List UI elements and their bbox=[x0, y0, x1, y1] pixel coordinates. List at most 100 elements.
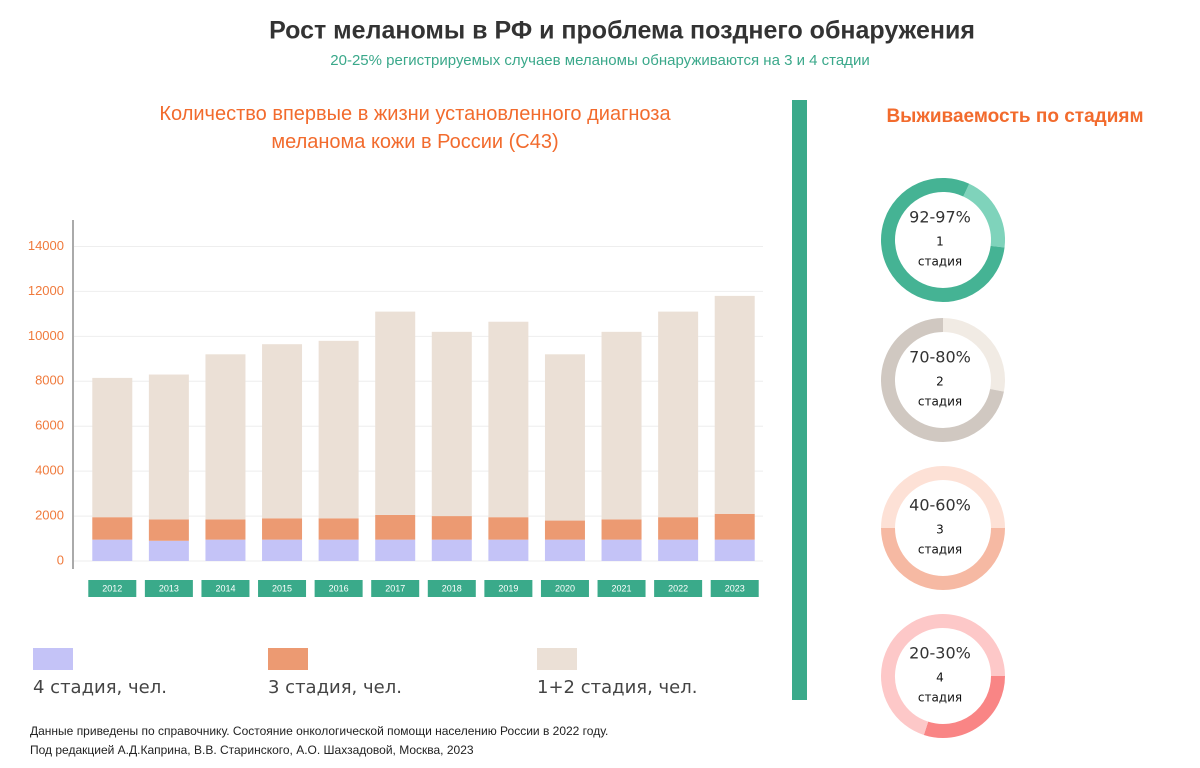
page-title: Рост меланомы в РФ и проблема позднего о… bbox=[269, 17, 975, 45]
bar-segment bbox=[375, 539, 416, 561]
y-tick-label: 6000 bbox=[35, 418, 64, 433]
bar-segment bbox=[488, 321, 529, 518]
category-box bbox=[710, 580, 759, 597]
bar-segment bbox=[658, 517, 699, 540]
bar-segment bbox=[601, 539, 642, 561]
footnote: Под редакцией А.Д.Каприна, В.В. Старинск… bbox=[30, 743, 474, 757]
donut-segment bbox=[963, 183, 1005, 248]
bar-segment bbox=[601, 331, 642, 520]
category-box bbox=[597, 580, 646, 597]
bar-segment bbox=[375, 514, 416, 540]
x-tick-label: 2018 bbox=[442, 583, 462, 593]
bar-segment bbox=[601, 519, 642, 540]
x-tick-label: 2022 bbox=[668, 583, 688, 593]
bar-segment bbox=[658, 311, 699, 518]
donut-label: 70-80% bbox=[909, 348, 971, 367]
bar-segment bbox=[92, 517, 133, 540]
x-tick-label: 2021 bbox=[612, 583, 632, 593]
bar-segment bbox=[488, 517, 529, 540]
category-box bbox=[201, 580, 250, 597]
donut-segment bbox=[881, 466, 1005, 529]
bar-segment bbox=[262, 344, 303, 519]
bar-segment bbox=[148, 374, 189, 520]
donut-stage-word: стадия bbox=[918, 395, 962, 409]
bar-segment bbox=[92, 539, 133, 561]
donut-segment bbox=[881, 318, 1004, 442]
donut-segment bbox=[942, 318, 1005, 392]
donut-stage: 2 bbox=[936, 375, 944, 389]
donut-segment bbox=[923, 675, 1005, 738]
category-box bbox=[88, 580, 137, 597]
y-tick-label: 8000 bbox=[35, 373, 64, 388]
survival-title: Выживаемость по стадиям bbox=[886, 106, 1143, 127]
bar-segment bbox=[148, 540, 189, 561]
bar-segment bbox=[205, 354, 246, 520]
bar-segment bbox=[148, 519, 189, 541]
bar-segment bbox=[205, 539, 246, 561]
bar-segment bbox=[431, 331, 472, 517]
bar-segment bbox=[375, 311, 416, 515]
bar-segment bbox=[318, 340, 359, 519]
x-tick-label: 2016 bbox=[329, 583, 349, 593]
bar-segment bbox=[318, 518, 359, 540]
page-subtitle: 20-25% регистрируемых случаев меланомы о… bbox=[330, 52, 869, 69]
bar-segment bbox=[262, 518, 303, 540]
donut-segment bbox=[881, 614, 1005, 735]
divider bbox=[792, 100, 807, 700]
x-tick-label: 2015 bbox=[272, 583, 292, 593]
legend-swatch bbox=[268, 648, 308, 670]
donut-stage: 1 bbox=[936, 235, 944, 249]
donut-label: 40-60% bbox=[909, 496, 971, 515]
donut-stage: 4 bbox=[936, 671, 944, 685]
donut-label: 20-30% bbox=[909, 644, 971, 663]
x-tick-label: 2020 bbox=[555, 583, 575, 593]
donut-segment bbox=[881, 527, 1005, 590]
donut-stage: 3 bbox=[936, 523, 944, 537]
bar-segment bbox=[544, 354, 585, 521]
bar-segment bbox=[262, 539, 303, 561]
chart-title: Количество впервые в жизни установленног… bbox=[159, 103, 671, 153]
legend-label: 4 стадия, чел. bbox=[33, 677, 167, 698]
y-tick-label: 12000 bbox=[28, 283, 64, 298]
x-tick-label: 2013 bbox=[159, 583, 179, 593]
category-box bbox=[654, 580, 703, 597]
y-tick-label: 10000 bbox=[28, 328, 64, 343]
category-box bbox=[540, 580, 589, 597]
category-box bbox=[258, 580, 307, 597]
y-tick-label: 4000 bbox=[35, 463, 64, 478]
bar-segment bbox=[714, 539, 755, 561]
y-tick-label: 0 bbox=[57, 552, 64, 567]
bar-segment bbox=[92, 377, 133, 518]
bar-segment bbox=[205, 519, 246, 540]
donut-stage-word: стадия bbox=[918, 255, 962, 269]
x-tick-label: 2017 bbox=[385, 583, 405, 593]
bar-segment bbox=[318, 539, 359, 561]
x-tick-label: 2014 bbox=[215, 583, 235, 593]
y-tick-label: 2000 bbox=[35, 508, 64, 523]
bar-segment bbox=[544, 520, 585, 540]
footnote: Данные приведены по справочнику. Состоян… bbox=[30, 724, 608, 738]
bar-segment bbox=[544, 539, 585, 561]
bar-segment bbox=[488, 539, 529, 561]
legend-label: 3 стадия, чел. bbox=[268, 677, 402, 698]
bar-segment bbox=[431, 516, 472, 540]
bar-segment bbox=[714, 295, 755, 514]
x-tick-label: 2023 bbox=[725, 583, 745, 593]
legend-swatch bbox=[33, 648, 73, 670]
category-box bbox=[314, 580, 363, 597]
x-tick-label: 2012 bbox=[102, 583, 122, 593]
bar-segment bbox=[714, 513, 755, 540]
donut-stage-word: стадия bbox=[918, 543, 962, 557]
legend-label: 1+2 стадия, чел. bbox=[537, 677, 697, 698]
category-box bbox=[144, 580, 193, 597]
bar-segment bbox=[658, 539, 699, 561]
x-tick-label: 2019 bbox=[498, 583, 518, 593]
y-tick-label: 14000 bbox=[28, 238, 64, 253]
donut-label: 92-97% bbox=[909, 208, 971, 227]
legend-swatch bbox=[537, 648, 577, 670]
donut-segment bbox=[881, 178, 1005, 302]
category-box bbox=[427, 580, 476, 597]
category-box bbox=[484, 580, 533, 597]
